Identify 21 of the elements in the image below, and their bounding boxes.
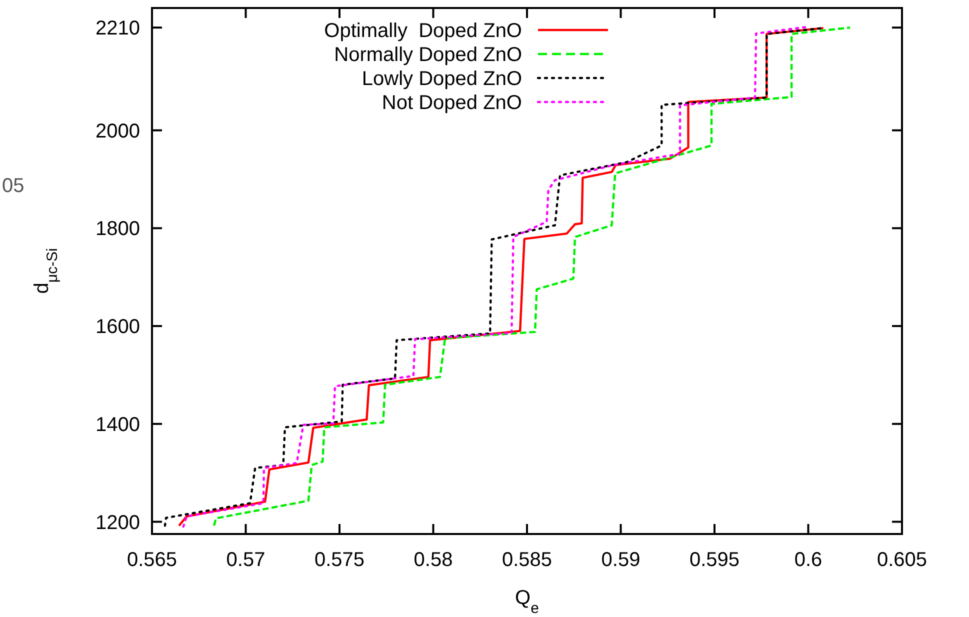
y-tick-label: 1800 xyxy=(96,218,140,240)
text: 05 xyxy=(2,175,24,197)
x-tick-label: 0.59 xyxy=(601,549,640,571)
x-tick-label: 0.585 xyxy=(502,549,552,571)
y-tick-label: 2210 xyxy=(96,18,140,40)
x-tick-label: 0.57 xyxy=(226,549,266,571)
y-tick-label: 1200 xyxy=(96,512,140,534)
x-tick-label: 0.6 xyxy=(794,549,822,571)
x-tick-label: 0.605 xyxy=(876,549,928,571)
x-tick-label: 0.565 xyxy=(126,549,178,571)
legend-label: Lowly Doped ZnO xyxy=(362,68,522,90)
x-tick-label: 0.58 xyxy=(414,549,453,571)
legend-label: Normally Doped ZnO xyxy=(334,44,522,66)
legend-label: Optimally Doped ZnO xyxy=(324,20,522,42)
x-tick-label: 0.595 xyxy=(689,549,740,571)
legend-label: Not Doped ZnO xyxy=(382,92,522,114)
y-tick-label: 1600 xyxy=(96,316,140,338)
x-tick-label: 0.575 xyxy=(314,549,365,571)
y-tick-label: 2000 xyxy=(96,120,140,142)
y-tick-label: 1400 xyxy=(96,414,140,436)
x-axis-title: Q$_{e}$ xyxy=(515,587,539,616)
